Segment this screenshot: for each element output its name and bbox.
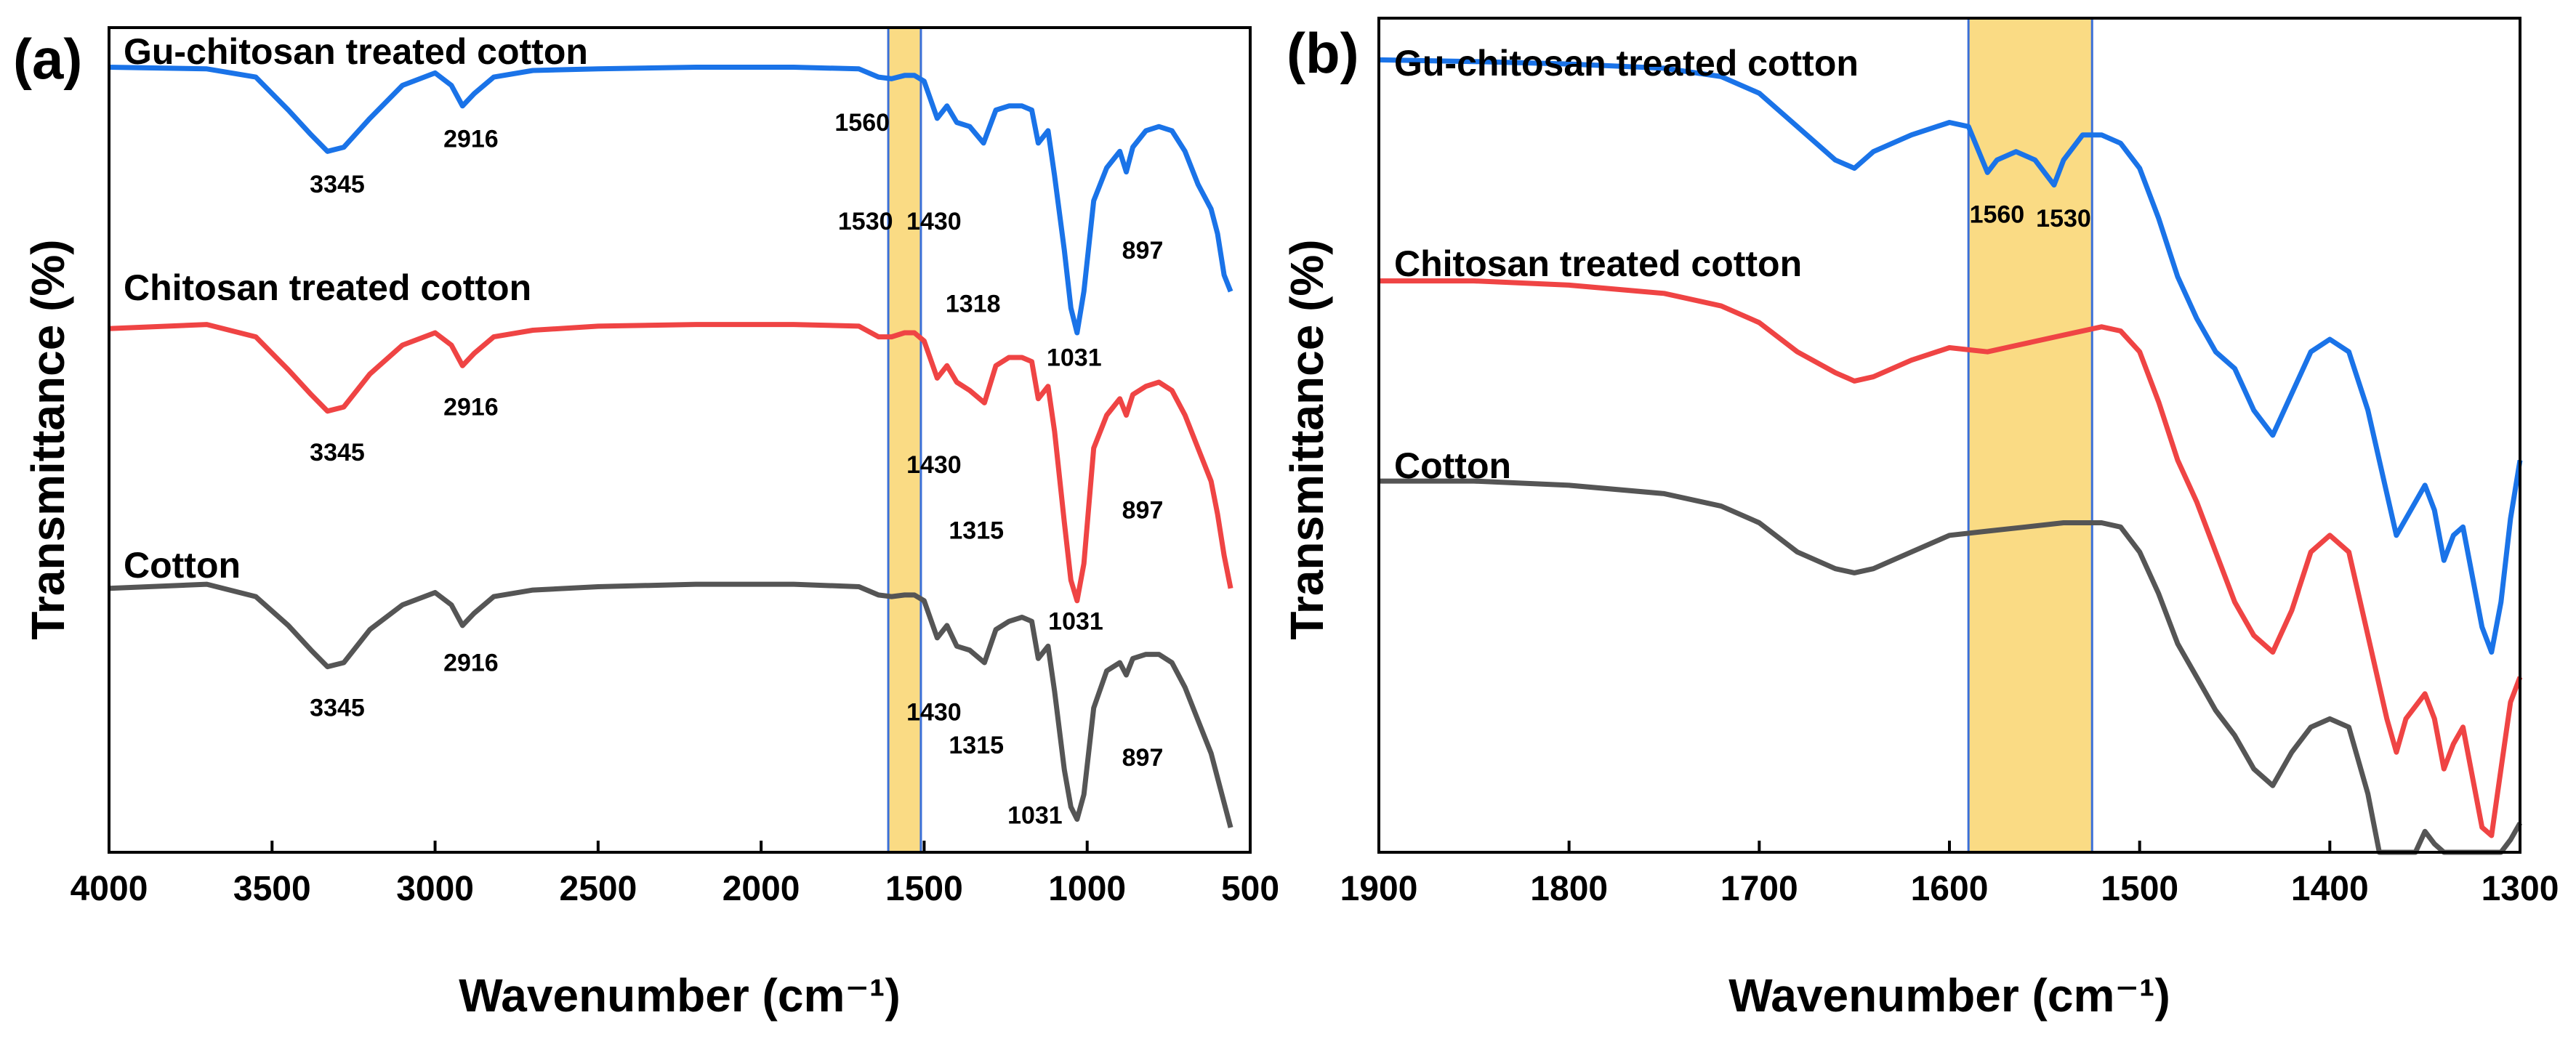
series-label-chitosan-b: Chitosan treated cotton [1394, 243, 1802, 284]
series-label-gu-b: Gu-chitosan treated cotton [1394, 43, 1859, 84]
series-label-chitosan-a: Chitosan treated cotton [124, 267, 531, 308]
peak-label: 1560 [1970, 201, 2025, 228]
peak-label: 3345 [310, 439, 365, 466]
peak-label: 1560 [834, 109, 890, 137]
series-label-cotton-a: Cotton [124, 545, 241, 586]
peak-label: 1031 [1047, 344, 1102, 371]
peak-label: 3345 [310, 695, 365, 722]
x-tick-label: 3500 [233, 870, 311, 908]
x-tick-label: 1400 [2291, 870, 2369, 908]
series-label-gu-a: Gu-chitosan treated cotton [124, 31, 588, 72]
peak-label: 2916 [443, 126, 499, 153]
series-label-cotton-b: Cotton [1394, 445, 1511, 486]
peak-label: 1430 [906, 451, 962, 479]
panel-letter-b: (b) [1287, 21, 1359, 85]
panel-a: 3345 2916 1560 1530 1430 1318 1031 897 3345 2916 1… [13, 26, 1279, 1022]
peak-label: 1318 [946, 291, 1001, 318]
panel-b: 1560 1530 1900 1800 1700 1600 1500 1400 1300 (b… [1281, 17, 2559, 1022]
x-tick-label: 1600 [1911, 870, 1989, 908]
x-axis-title-a: Wavenumber (cm⁻¹) [459, 969, 901, 1022]
x-tick-label: 1500 [885, 870, 963, 908]
series-line-cotton [108, 581, 1233, 828]
peak-label: 897 [1122, 496, 1164, 524]
x-tick-label: 1900 [1340, 870, 1418, 908]
peak-label: 1430 [906, 208, 962, 235]
peak-label: 1315 [949, 517, 1004, 545]
x-tick-label: 2500 [560, 870, 637, 908]
series-line-gu [1378, 57, 2523, 655]
plot-frame-a [108, 26, 1252, 854]
series-line-cotton [1379, 478, 2523, 855]
x-tick-label: 3000 [396, 870, 474, 908]
x-tick-label: 1800 [1530, 870, 1608, 908]
peak-label: 1530 [838, 208, 893, 235]
x-tick-label: 500 [1221, 870, 1279, 908]
peak-label: 1530 [2036, 205, 2091, 233]
peak-label: 2916 [443, 649, 499, 676]
x-tick-label: 1500 [2101, 870, 2178, 908]
y-axis-title-b: Transmittance (%) [1281, 239, 1333, 639]
x-tick-label: 1300 [2482, 870, 2559, 908]
x-axis-title-b: Wavenumber (cm⁻¹) [1728, 969, 2170, 1022]
peak-label: 1315 [949, 732, 1004, 759]
x-tick-label: 1700 [1720, 870, 1798, 908]
panel-letter-a: (a) [13, 27, 82, 91]
peak-label: 1031 [1007, 801, 1063, 829]
peak-label: 2916 [443, 393, 499, 421]
peak-label: 1031 [1048, 608, 1103, 636]
peak-label: 1430 [906, 698, 962, 726]
peak-label: 897 [1122, 237, 1164, 264]
series-line-chitosan [108, 322, 1233, 604]
peak-label: 3345 [310, 171, 365, 198]
highlight-band-a [887, 26, 922, 854]
peak-label: 897 [1122, 744, 1164, 772]
x-tick-label: 1000 [1048, 870, 1126, 908]
series-line-gu [108, 65, 1233, 336]
x-tick-label: 4000 [71, 870, 148, 908]
y-axis-title-a: Transmittance (%) [22, 239, 74, 639]
series-line-chitosan [1379, 278, 2523, 838]
x-tick-label: 2000 [723, 870, 800, 908]
